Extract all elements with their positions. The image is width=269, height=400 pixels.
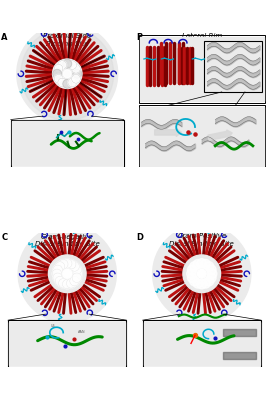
- Bar: [140, 107, 264, 166]
- Text: C: C: [1, 234, 8, 242]
- Circle shape: [201, 260, 210, 269]
- Circle shape: [72, 74, 80, 83]
- Circle shape: [201, 279, 210, 288]
- Circle shape: [48, 255, 86, 293]
- Text: U6: U6: [51, 324, 56, 328]
- Circle shape: [18, 225, 116, 323]
- Circle shape: [193, 260, 203, 269]
- Circle shape: [207, 269, 217, 278]
- FancyBboxPatch shape: [143, 320, 261, 366]
- Circle shape: [55, 276, 65, 286]
- FancyBboxPatch shape: [8, 320, 126, 366]
- Point: [186, 129, 190, 136]
- Circle shape: [53, 273, 62, 282]
- Circle shape: [54, 64, 63, 73]
- Circle shape: [55, 262, 65, 271]
- Circle shape: [66, 260, 76, 269]
- FancyBboxPatch shape: [139, 36, 265, 103]
- Text: Proximal Side
Binding Site: Proximal Side Binding Site: [43, 34, 91, 46]
- Circle shape: [207, 265, 216, 274]
- Text: Lateral Rim
Binding Site: Lateral Rim Binding Site: [180, 34, 223, 46]
- Circle shape: [70, 262, 79, 271]
- Circle shape: [54, 74, 63, 83]
- FancyBboxPatch shape: [204, 41, 262, 92]
- Circle shape: [63, 269, 72, 278]
- Circle shape: [197, 269, 206, 278]
- Point: [66, 129, 71, 136]
- Circle shape: [153, 225, 251, 323]
- Circle shape: [63, 59, 72, 68]
- FancyBboxPatch shape: [11, 120, 124, 166]
- Text: D: D: [136, 234, 143, 242]
- Bar: [9, 322, 125, 365]
- Circle shape: [73, 269, 82, 278]
- Circle shape: [68, 78, 77, 87]
- Circle shape: [183, 255, 221, 293]
- Circle shape: [187, 265, 197, 274]
- Circle shape: [197, 279, 207, 289]
- Bar: [140, 37, 264, 101]
- Circle shape: [70, 276, 79, 286]
- Circle shape: [190, 262, 199, 271]
- Text: B: B: [136, 34, 142, 42]
- Circle shape: [187, 269, 196, 278]
- Circle shape: [204, 262, 214, 271]
- Point: [213, 335, 217, 341]
- Circle shape: [58, 78, 66, 87]
- Circle shape: [193, 279, 203, 288]
- Circle shape: [62, 279, 72, 289]
- Circle shape: [52, 59, 82, 88]
- FancyArrow shape: [208, 130, 232, 140]
- FancyArrow shape: [155, 128, 182, 136]
- Circle shape: [204, 276, 214, 286]
- Circle shape: [72, 64, 80, 73]
- FancyArrow shape: [149, 334, 176, 343]
- Point: [72, 336, 76, 342]
- Point: [76, 136, 80, 142]
- Circle shape: [52, 269, 62, 278]
- FancyArrow shape: [193, 337, 218, 346]
- Circle shape: [207, 273, 216, 282]
- Circle shape: [63, 80, 72, 88]
- Circle shape: [53, 70, 62, 78]
- Circle shape: [66, 279, 76, 288]
- Text: Gram-negative
Distal Binding Site: Gram-negative Distal Binding Site: [35, 234, 100, 247]
- Circle shape: [53, 265, 62, 274]
- Circle shape: [72, 265, 82, 274]
- Point: [193, 332, 197, 338]
- Circle shape: [68, 61, 77, 69]
- Text: AAN: AAN: [78, 330, 86, 334]
- Bar: [144, 322, 260, 365]
- Circle shape: [190, 276, 199, 286]
- Point: [45, 334, 49, 340]
- Circle shape: [17, 23, 118, 124]
- Text: A: A: [1, 34, 8, 42]
- Circle shape: [21, 27, 114, 120]
- Circle shape: [197, 259, 207, 268]
- Circle shape: [59, 279, 68, 288]
- Point: [58, 129, 63, 136]
- Circle shape: [72, 273, 82, 282]
- Text: Gram-Positive
Distal Binding Site: Gram-Positive Distal Binding Site: [169, 234, 234, 246]
- Circle shape: [58, 61, 66, 69]
- Point: [62, 343, 67, 349]
- Circle shape: [73, 70, 82, 78]
- Circle shape: [59, 260, 68, 269]
- Circle shape: [187, 273, 197, 282]
- Circle shape: [62, 259, 72, 268]
- Bar: [12, 121, 122, 165]
- FancyBboxPatch shape: [139, 105, 265, 167]
- Point: [193, 130, 197, 137]
- Circle shape: [63, 70, 71, 78]
